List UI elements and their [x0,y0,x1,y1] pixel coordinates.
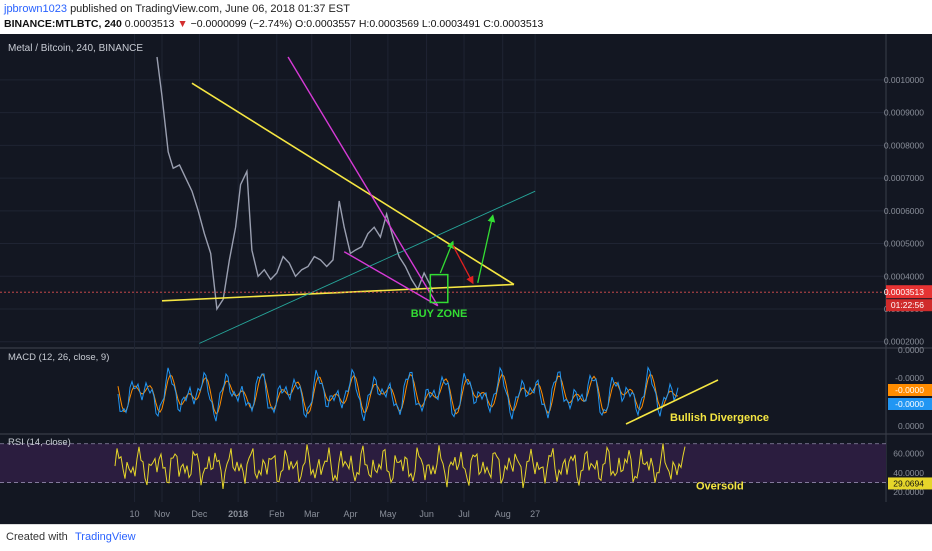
magenta-lower-line [343,251,439,307]
chart-background [0,34,932,524]
publish-header: jpbrown1023 published on TradingView.com… [0,0,932,34]
divergence-label: Bullish Divergence [670,412,769,424]
up-arrow-1 [439,240,455,274]
macd-pane: MACD (12, 26, close, 9) [8,352,679,422]
rsi-y-tick: 60.0000 [893,448,924,458]
x-tick-label: 10 [130,509,140,519]
y-tick-label: 0.0008000 [884,140,924,150]
buy-zone-box [429,273,449,304]
price-pane: Metal / Bitcoin, 240, BINANCE [0,43,886,344]
y-tick-label: 0.0005000 [884,239,924,249]
rsi-value-badge [888,477,932,490]
chart-canvas[interactable]: Metal / Bitcoin, 240, BINANCE MACD (12, … [0,34,932,524]
x-tick-label: Aug [495,509,511,519]
annotations: BUY ZONE Bullish Divergence Oversold [411,214,769,492]
last-price: 0.0003513 [124,18,175,30]
tradingview-logo[interactable]: TradingView [75,531,136,543]
support-trendline [161,283,514,302]
ohlc-line: BINANCE:MTLBTC, 240 0.0003513 ▼ −0.00000… [4,18,543,30]
x-tick-label: May [379,509,397,519]
y-tick-label: 0.0009000 [884,108,924,118]
y-tick-label: 0.0006000 [884,206,924,216]
down-arrow-icon: ▼ [177,18,188,30]
rsi-y-tick: 20.0000 [893,487,924,497]
x-tick-label: Mar [304,509,320,519]
grid-lines [0,34,932,502]
countdown-badge [886,299,932,312]
divergence-line [625,379,719,425]
x-tick-label: Jun [419,509,434,519]
magenta-upper-line [287,56,439,307]
macd-signal-badge [888,384,932,396]
macd-line-badge [888,398,932,410]
y-tick-label: 0.0002000 [884,337,924,347]
price-line [156,56,434,312]
rsi-pane: RSI (14, close) [0,437,886,490]
close-value: C:0.0003513 [483,18,544,30]
main-title: Metal / Bitcoin, 240, BINANCE [8,43,143,54]
last-price-badge [886,285,932,299]
rsi-y-tick: 40.0000 [893,468,924,478]
y-tick-label: 0.0010000 [884,75,924,85]
low-value: L:0.0003491 [421,18,481,30]
high-value: H:0.0003569 [358,18,419,30]
macd-line-value: -0.0000 [895,399,924,409]
symbol-label: BINANCE:MTLBTC, 240 [4,18,122,30]
change-value: −0.0000099 (−2.74%) [190,18,293,30]
down-arrow [452,244,474,285]
x-tick-label: 27 [530,509,540,519]
y-tick-label: 0.0007000 [884,173,924,183]
rsi-title: RSI (14, close) [8,437,71,448]
x-tick-label: 2018 [228,509,248,519]
resistance-trendline [191,82,515,286]
countdown-label: 01:22:56 [891,300,924,310]
publish-line: jpbrown1023 published on TradingView.com… [4,3,350,15]
axes: 10 Nov Dec 2018 Feb Mar Apr May Jun Jul Aug 27 0.001… [130,75,932,519]
x-tick-label: Jul [458,509,470,519]
open-value: O:0.0003557 [295,18,356,30]
rsi-line [114,443,686,490]
up-arrow-2 [477,214,496,283]
x-tick-label: Feb [269,509,285,519]
author-link[interactable]: jpbrown1023 [4,3,67,15]
macd-y-tick: 0.0000 [898,345,924,355]
buy-zone-label: BUY ZONE [411,308,468,320]
teal-trendline [199,190,536,344]
last-price-label: 0.0003513 [884,287,924,297]
macd-line [117,365,679,422]
published-text: published on TradingView.com, June 06, 2… [70,3,350,15]
macd-title: MACD (12, 26, close, 9) [8,352,109,363]
macd-y-tick: 0.0000 [898,421,924,431]
macd-y-tick: -0.0000 [895,373,924,383]
oversold-label: Oversold [696,480,744,492]
x-tick-label: Apr [343,509,357,519]
macd-signal-value: -0.0000 [895,385,924,395]
y-tick-label: 0.0004000 [884,271,924,281]
footer: Created with TradingView [0,524,932,551]
x-tick-label: Nov [154,509,171,519]
x-tick-label: Dec [191,509,208,519]
created-with-label: Created with [6,531,68,543]
rsi-value-label: 29.0694 [893,478,924,488]
